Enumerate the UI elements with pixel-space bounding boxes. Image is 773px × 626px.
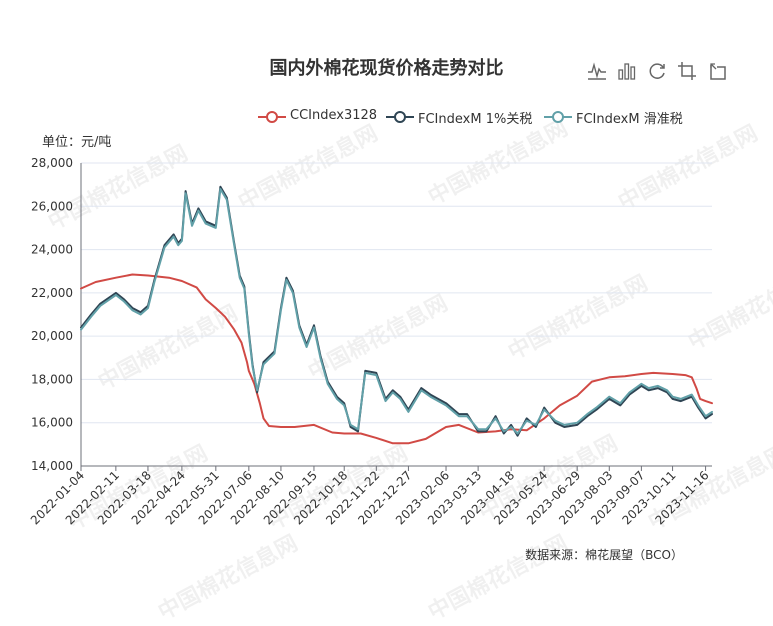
legend-label: FCIndexM 1%关税	[418, 112, 533, 127]
legend-marker	[258, 111, 286, 123]
chart-title: 国内外棉花现货价格走势对比	[269, 58, 504, 79]
bar-chart-icon[interactable]	[616, 60, 638, 82]
legend-label: CCIndex3128	[290, 108, 378, 123]
source-note: 数据来源：棉花展望（BCO）	[525, 548, 683, 562]
y-tick-label: 18,000	[31, 372, 73, 386]
chart-area: 14,000 16,000 18,000 20,000 22,000 24,000 26,0…	[28, 156, 713, 527]
y-tick-label: 14,000	[31, 459, 73, 473]
legend-marker	[386, 111, 414, 123]
series-ccindex-line	[80, 273, 713, 445]
legend-marker	[544, 111, 572, 123]
y-axis-unit-label: 单位：元/吨	[42, 135, 112, 150]
y-tick-label: 20,000	[31, 329, 73, 343]
restore-icon[interactable]	[646, 60, 668, 82]
legend-label: FCIndexM 滑准税	[576, 112, 683, 127]
y-tick-label: 16,000	[31, 416, 73, 430]
undo-icon[interactable]	[706, 60, 728, 82]
y-tick-label: 24,000	[31, 243, 73, 257]
series-fcindex-1pct-line	[80, 185, 713, 437]
crop-icon[interactable]	[676, 60, 698, 82]
line-chart-icon[interactable]	[586, 60, 608, 82]
y-tick-label: 26,000	[31, 199, 73, 213]
y-tick-label: 28,000	[31, 156, 73, 170]
series-fcindex-sliding-line	[80, 188, 713, 435]
y-tick-label: 22,000	[31, 286, 73, 300]
